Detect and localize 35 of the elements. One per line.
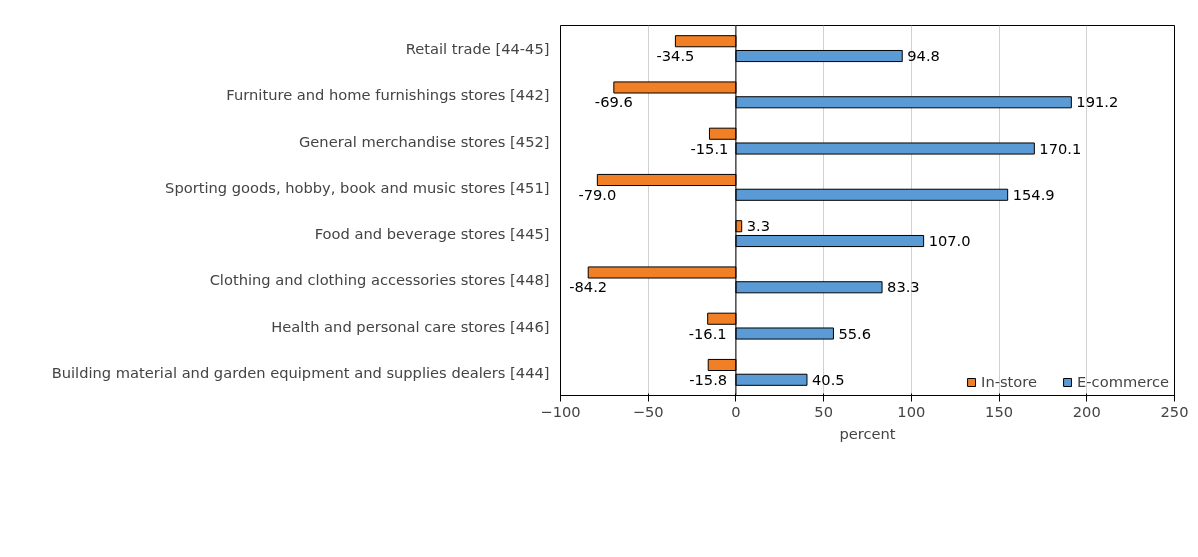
x-tick-label: 150 [985, 402, 1014, 420]
y-tick-label: General merchandise stores [452] [299, 132, 550, 150]
x-tick-label: −50 [632, 402, 664, 420]
y-tick-label: Health and personal care stores [446] [271, 317, 550, 335]
y-tick-label: Clothing and clothing accessories stores [448] [209, 271, 550, 289]
data-label: 55.6 [838, 324, 872, 342]
data-label: 107.0 [928, 232, 971, 250]
x-tick-label: 50 [814, 402, 833, 420]
legend-label: In-store [981, 373, 1038, 390]
x-tick-label: 200 [1072, 402, 1101, 420]
data-label: 3.3 [746, 217, 771, 235]
data-label: 170.1 [1039, 139, 1082, 157]
data-label: -79.0 [578, 185, 617, 203]
x-tick-label: 250 [1160, 402, 1189, 420]
y-tick-label: Retail trade [44-45] [405, 40, 550, 58]
data-label: -84.2 [569, 278, 608, 296]
y-tick-label: Building material and garden equipment and supplies dealers [444] [51, 363, 550, 381]
data-label: 94.8 [907, 47, 940, 65]
data-label: 191.2 [1076, 93, 1119, 111]
x-tick-label: 0 [731, 402, 741, 420]
data-label: -16.1 [688, 324, 727, 342]
y-tick-label: Food and beverage stores [445] [314, 225, 550, 243]
data-label: 154.9 [1012, 185, 1055, 203]
data-label: -34.5 [656, 47, 695, 65]
y-tick-label: Sporting goods, hobby, book and music stores [451] [165, 178, 550, 196]
x-tick-label: 100 [897, 402, 926, 420]
legend-label: E-commerce [1077, 373, 1169, 390]
data-label: -69.6 [594, 93, 633, 111]
x-tick-label: −100 [540, 402, 581, 420]
data-label: -15.1 [690, 139, 729, 157]
x-axis-title: percent [839, 424, 896, 442]
data-label: -15.8 [689, 370, 728, 388]
y-tick-label: Furniture and home furnishings stores [442] [226, 86, 550, 104]
data-label: 40.5 [811, 370, 845, 388]
data-label: 83.3 [887, 278, 920, 296]
